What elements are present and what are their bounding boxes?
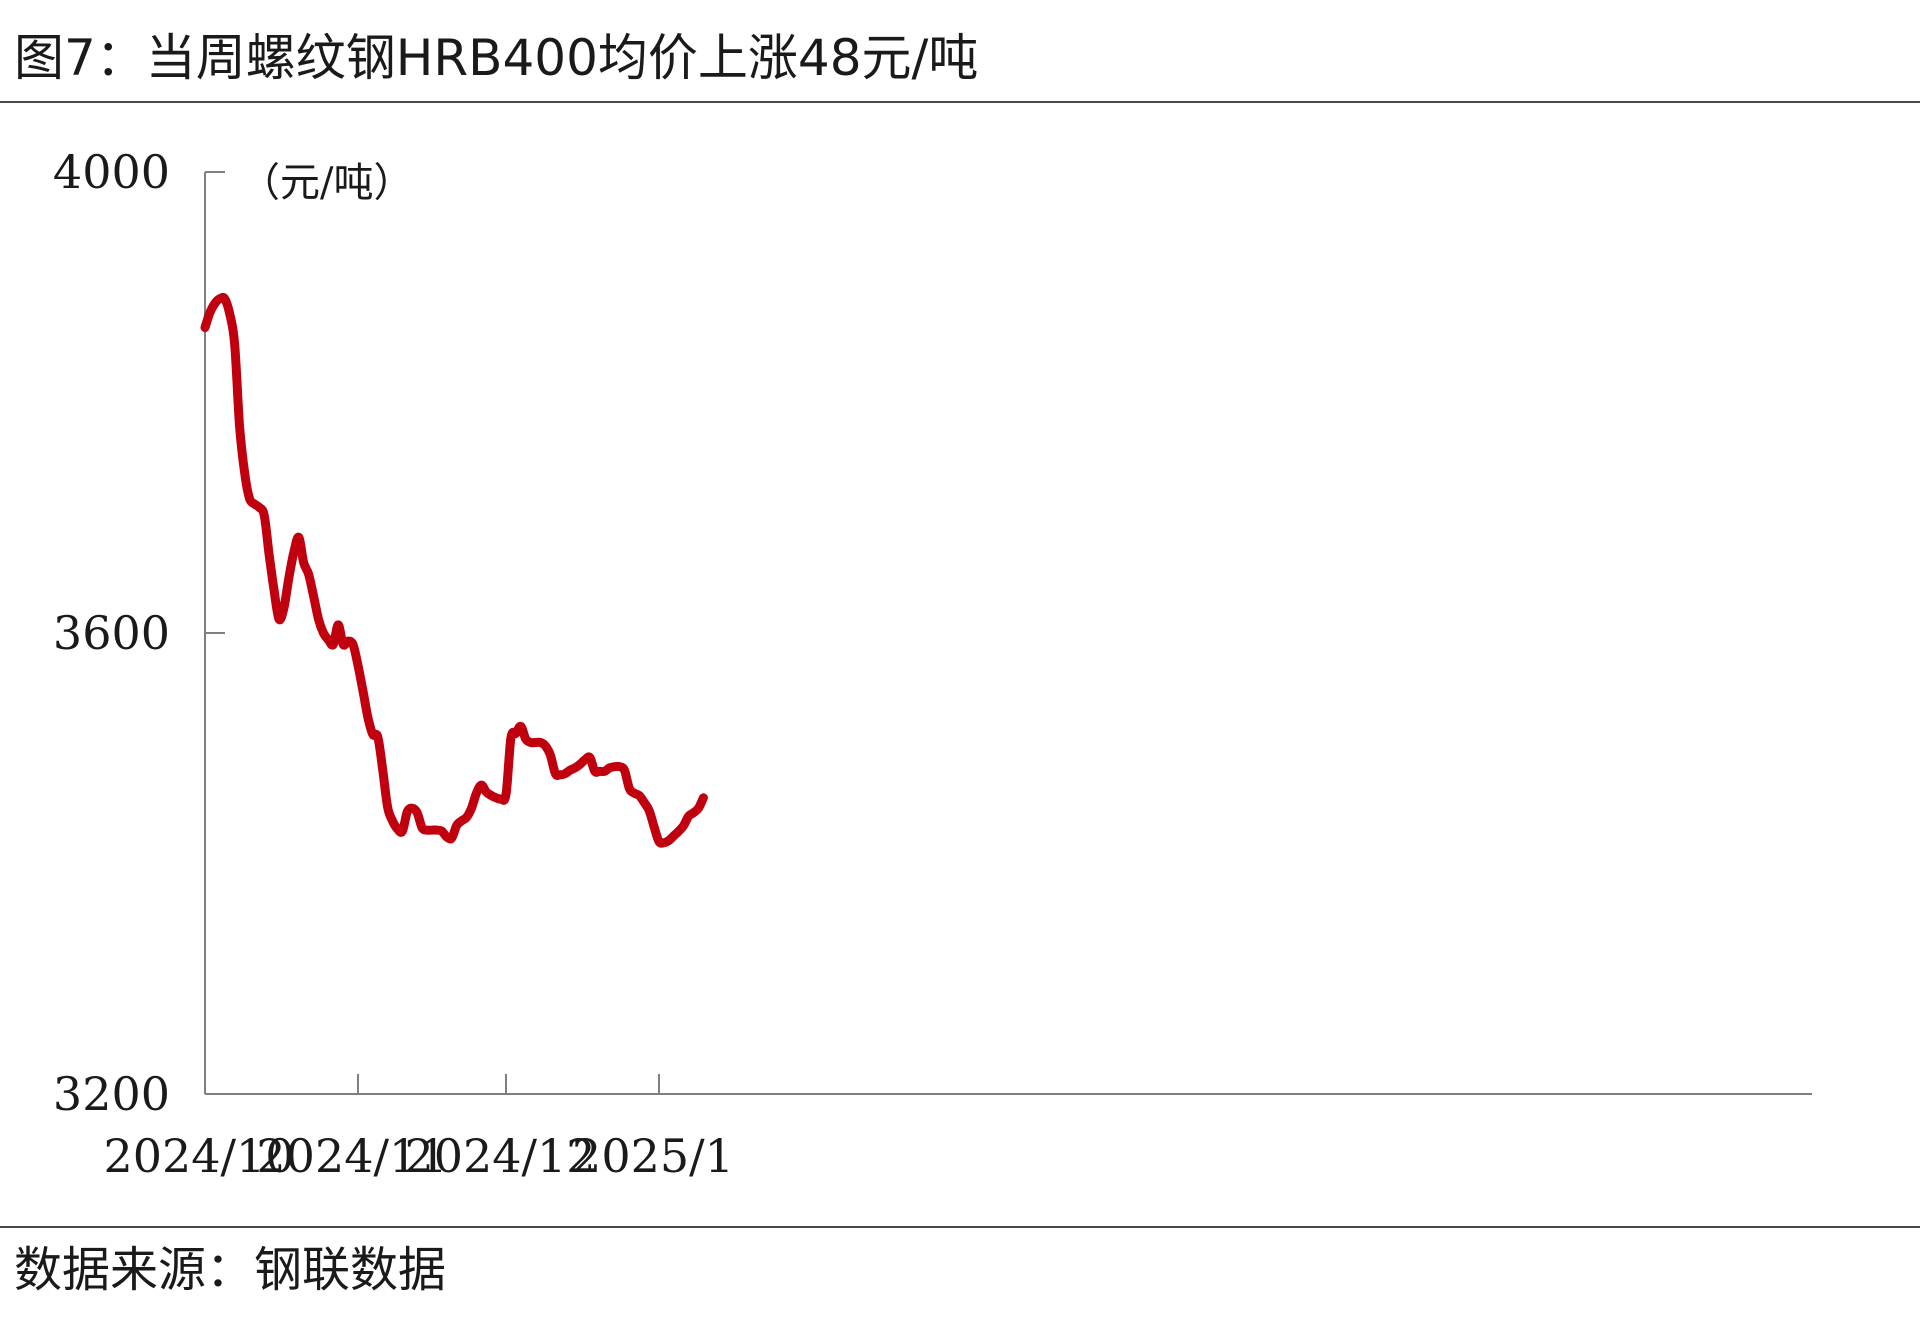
x-tick-label: 2024/10	[103, 1129, 294, 1183]
chart-axes	[204, 171, 1812, 1095]
x-tick-label: 2025/1	[572, 1129, 734, 1183]
chart-area: 3200360040002024/102024/112024/122025/1 …	[53, 145, 1812, 1183]
bottom-divider	[0, 1226, 1920, 1228]
y-tick-label: 4000	[53, 145, 170, 199]
chart-title: 图7：当周螺纹钢HRB400均价上涨48元/吨	[14, 29, 979, 87]
data-source-note: 数据来源：钢联数据	[14, 1242, 447, 1298]
chart-series	[200, 293, 708, 848]
y-axis-unit-label: （元/吨）	[240, 160, 413, 206]
top-divider	[0, 101, 1920, 103]
x-tick-label: 2024/11	[256, 1129, 447, 1183]
price-series-line	[200, 293, 708, 848]
x-tick-label: 2024/12	[404, 1129, 595, 1183]
y-tick-label: 3200	[53, 1067, 170, 1121]
y-tick-label: 3600	[53, 606, 170, 660]
